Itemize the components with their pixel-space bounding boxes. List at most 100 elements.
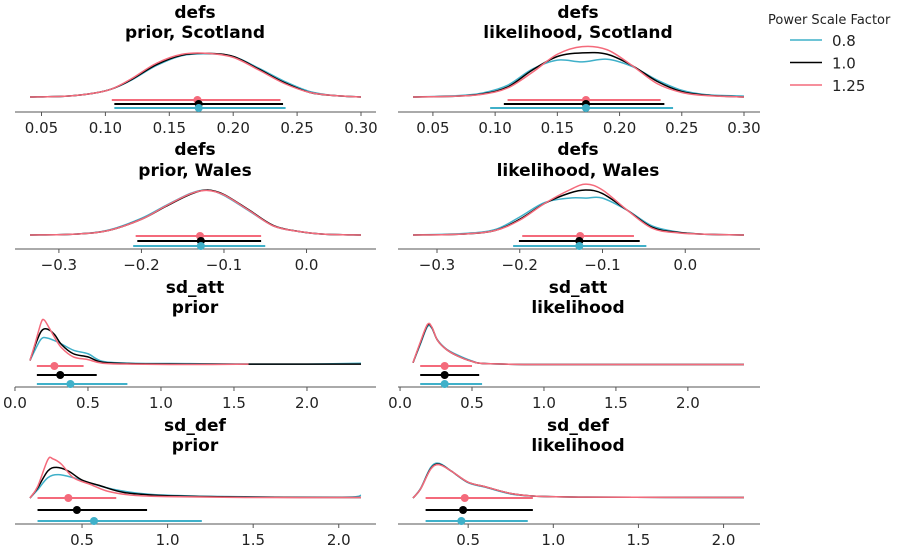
panel-title: sd_def <box>164 416 226 436</box>
x-tick-label: −0.1 <box>206 256 242 274</box>
x-tick-label: 1.0 <box>149 394 173 412</box>
panel-subtitle: prior <box>172 298 219 318</box>
density-curve-1.25 <box>29 456 362 499</box>
x-tick-label: −0.1 <box>584 256 620 274</box>
panel-title: defs <box>557 140 598 160</box>
x-tick-label: 0.0 <box>3 394 27 412</box>
legend-title: Power Scale Factor <box>768 13 891 28</box>
x-tick-label: 0.30 <box>344 119 377 137</box>
panel-subtitle: prior, Scotland <box>125 23 265 43</box>
x-tick-label: 2.0 <box>676 394 700 412</box>
x-tick-label: −0.2 <box>502 256 538 274</box>
point-estimate-1.0 <box>459 506 468 514</box>
density-curve-0.8 <box>412 196 745 236</box>
point-estimate-0.8 <box>440 380 449 388</box>
panel-title: defs <box>174 140 215 160</box>
panel-title: defs <box>174 3 215 23</box>
x-tick-label: 0.05 <box>25 119 58 137</box>
x-tick-label: 0.05 <box>416 119 449 137</box>
panel-subtitle: prior, Wales <box>138 161 251 181</box>
x-tick-label: 0.0 <box>388 394 412 412</box>
density-curve-1.0 <box>29 52 362 98</box>
panel-title: defs <box>557 3 598 23</box>
density-curve-1.25 <box>29 318 249 366</box>
x-tick-label: −0.3 <box>419 256 455 274</box>
x-tick-label: 1.0 <box>541 531 565 549</box>
panel-subtitle: prior <box>172 436 219 456</box>
x-tick-label: −0.2 <box>123 256 159 274</box>
point-estimate-0.8 <box>581 104 590 112</box>
density-curve-1.0 <box>412 51 745 98</box>
legend-label: 1.0 <box>832 55 856 73</box>
point-estimate-1.25 <box>64 494 73 502</box>
x-tick-label: 0.25 <box>280 119 313 137</box>
density-curve-0.8 <box>29 52 362 98</box>
x-tick-label: 0.0 <box>295 256 319 274</box>
point-estimate-0.8 <box>575 242 584 250</box>
x-tick-label: 0.15 <box>541 119 574 137</box>
legend: Power Scale Factor 0.8 1.0 1.25 <box>768 13 891 95</box>
point-estimate-0.8 <box>196 242 205 250</box>
point-estimate-1.0 <box>56 371 65 379</box>
x-tick-label: 2.0 <box>712 531 736 549</box>
panel-title: sd_att <box>549 278 608 298</box>
x-tick-label: 0.15 <box>153 119 186 137</box>
density-curve-1.0 <box>412 463 745 499</box>
x-tick-label: 0.5 <box>460 394 484 412</box>
x-tick-label: −0.3 <box>41 256 77 274</box>
density-curve-1.0 <box>29 189 362 236</box>
point-estimate-1.25 <box>440 362 449 370</box>
density-curve-1.25 <box>29 52 362 98</box>
panel-title: sd_def <box>547 416 609 436</box>
density-curve-0.8 <box>29 336 362 365</box>
x-tick-label: 0.5 <box>456 531 480 549</box>
x-tick-label: 1.5 <box>222 394 246 412</box>
point-estimate-1.25 <box>460 494 469 502</box>
x-tick-label: 0.20 <box>603 119 636 137</box>
point-estimate-0.8 <box>457 517 466 525</box>
density-curve-1.25 <box>412 463 745 499</box>
point-estimate-1.0 <box>72 506 81 514</box>
x-tick-label: 0.20 <box>216 119 249 137</box>
panel-subtitle: likelihood <box>531 298 624 318</box>
x-tick-label: 0.0 <box>673 256 697 274</box>
point-estimate-1.25 <box>50 362 59 370</box>
x-tick-label: 0.30 <box>727 119 760 137</box>
panel-subtitle: likelihood <box>531 436 624 456</box>
density-curve-1.25 <box>412 45 745 98</box>
point-estimate-0.8 <box>90 517 99 525</box>
x-tick-label: 1.0 <box>156 531 180 549</box>
x-tick-label: 1.5 <box>241 531 265 549</box>
x-tick-label: 1.0 <box>532 394 556 412</box>
x-tick-label: 0.10 <box>478 119 511 137</box>
density-curve-1.25 <box>412 322 744 366</box>
density-curve-0.8 <box>412 58 745 98</box>
point-estimate-0.8 <box>66 380 75 388</box>
legend-label: 0.8 <box>832 32 856 50</box>
x-tick-label: 0.25 <box>665 119 698 137</box>
point-estimate-1.0 <box>440 371 449 379</box>
density-curve-0.8 <box>412 462 745 499</box>
panel-subtitle: likelihood, Wales <box>497 161 660 181</box>
x-tick-label: 1.5 <box>604 394 628 412</box>
panel-subtitle: likelihood, Scotland <box>483 23 672 43</box>
panel-title: sd_att <box>166 278 225 298</box>
density-curve-1.25 <box>29 189 362 236</box>
density-curve-1.25 <box>412 183 745 236</box>
point-estimate-0.8 <box>194 104 203 112</box>
legend-label: 1.25 <box>832 77 865 95</box>
x-tick-label: 1.5 <box>627 531 651 549</box>
density-curve-1.0 <box>29 466 362 499</box>
density-curve-0.8 <box>29 189 362 236</box>
x-tick-label: 0.5 <box>76 394 100 412</box>
x-tick-label: 2.0 <box>295 394 319 412</box>
x-tick-label: 2.0 <box>327 531 351 549</box>
